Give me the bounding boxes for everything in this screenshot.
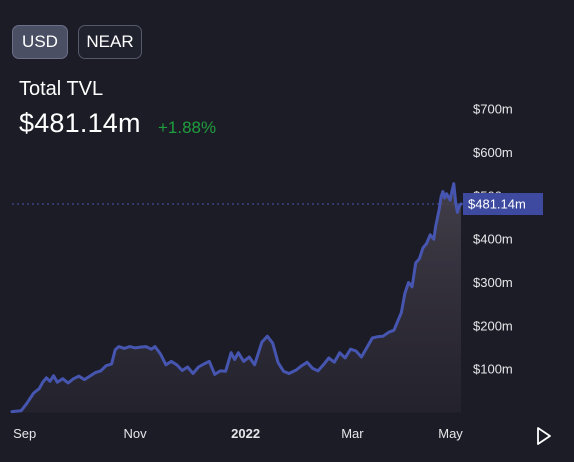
y-tick-label: $100m [473, 362, 513, 377]
tvl-area-fill [12, 183, 461, 413]
near-currency-button[interactable]: NEAR [78, 25, 142, 59]
y-axis: $100m$200m$300m$400m$500m$600m$700m [473, 102, 513, 377]
usd-currency-button[interactable]: USD [12, 25, 68, 59]
x-tick-label: Nov [124, 426, 148, 441]
y-tick-label: $200m [473, 318, 513, 333]
tvl-value: $481.14m [19, 108, 141, 138]
y-tick-label: $700m [473, 102, 513, 117]
play-icon[interactable] [534, 426, 554, 446]
y-tick-label: $300m [473, 275, 513, 290]
tvl-change-percent: +1.88% [158, 118, 217, 137]
tvl-series-line [10, 182, 463, 414]
current-value-tag-background [463, 193, 543, 216]
x-tick-label: 2022 [231, 426, 260, 441]
current-value-tag-label: $481.14m [468, 197, 526, 212]
x-tick-label: Mar [341, 426, 364, 441]
x-tick-label: Sep [13, 426, 36, 441]
x-axis: Sep Nov 2022 Mar May [13, 426, 463, 441]
current-value-tag: $481.14m [463, 193, 543, 216]
x-tick-label: May [438, 426, 463, 441]
tvl-label: Total TVL [19, 78, 104, 100]
y-tick-label: $400m [473, 232, 513, 247]
y-tick-label: $600m [473, 145, 513, 160]
